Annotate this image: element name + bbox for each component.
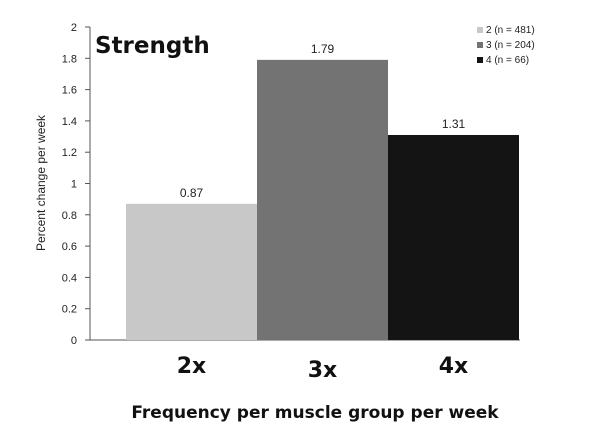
y-tick-label: 2 xyxy=(71,22,77,34)
category-label: 4x xyxy=(439,354,469,379)
x-axis-label: Frequency per muscle group per week xyxy=(131,403,499,423)
y-tick-label: 0 xyxy=(71,335,77,347)
y-tick-label: 0.4 xyxy=(62,272,77,284)
y-tick-label: 0.2 xyxy=(62,304,77,316)
y-tick-label: 0.8 xyxy=(62,210,77,222)
legend-label: 4 (n = 66) xyxy=(486,55,529,66)
bar-2x xyxy=(126,203,257,340)
data-label: 1.79 xyxy=(311,42,335,56)
axes: 0 0.2 0.4 0.6 0.8 1 1.2 1.4 1.6 1.8 2 xyxy=(62,22,520,347)
y-axis-label: Percent change per week xyxy=(34,114,48,251)
data-label: 0.87 xyxy=(180,186,204,200)
legend-swatch xyxy=(477,57,483,63)
legend-swatch xyxy=(477,27,483,33)
y-tick-label: 1.6 xyxy=(62,85,77,97)
y-tick-label: 0.6 xyxy=(62,241,77,253)
legend-label: 3 (n = 204) xyxy=(486,40,535,51)
data-label: 1.31 xyxy=(442,117,466,131)
legend-label: 2 (n = 481) xyxy=(486,25,535,36)
legend-swatch xyxy=(477,42,483,48)
y-tick-label: 1.4 xyxy=(62,116,77,128)
bar-4x xyxy=(388,134,519,340)
category-label: 2x xyxy=(177,354,207,379)
y-tick-label: 1.8 xyxy=(62,53,77,65)
y-tick-label: 1 xyxy=(71,179,77,191)
category-label: 3x xyxy=(308,358,338,383)
bar-3x xyxy=(257,59,388,341)
bars: 0.87 2x 1.79 3x 1.31 4x xyxy=(126,42,519,383)
chart-title: Strength xyxy=(95,33,210,59)
y-tick-label: 1.2 xyxy=(62,147,77,159)
legend: 2 (n = 481) 3 (n = 204) 4 (n = 66) xyxy=(477,25,535,66)
